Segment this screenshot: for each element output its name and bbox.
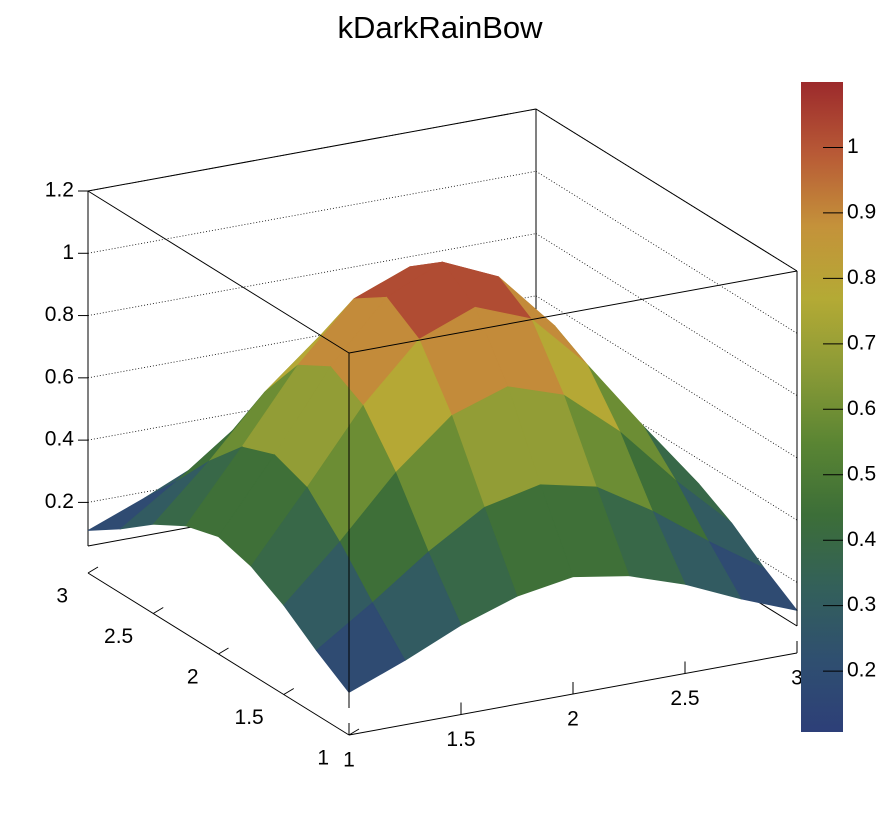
colorbar-tick-label: 0.8 bbox=[847, 266, 876, 289]
box-edge bbox=[87, 108, 537, 192]
colorbar-tick-label: 0.7 bbox=[847, 331, 876, 354]
grid-line bbox=[87, 295, 537, 379]
y-tick bbox=[218, 647, 229, 655]
x-tick-label: 1 bbox=[343, 749, 355, 772]
z-tick-label: 0.8 bbox=[45, 303, 74, 326]
z-tick-label: 0.6 bbox=[45, 365, 74, 388]
grid-line bbox=[87, 233, 537, 316]
z-tick-label: 1.2 bbox=[45, 179, 74, 202]
x-tick-label: 2.5 bbox=[670, 687, 699, 710]
x-tick-label: 1.5 bbox=[446, 728, 475, 751]
box-edge bbox=[348, 270, 798, 354]
grid-line bbox=[535, 170, 798, 334]
y-tick bbox=[348, 728, 360, 736]
grid-line bbox=[535, 233, 798, 396]
surface-cell bbox=[315, 602, 406, 693]
colorbar-tick-label: 0.9 bbox=[847, 200, 876, 223]
box-edge bbox=[87, 190, 350, 354]
x-tick-label: 2 bbox=[567, 708, 579, 731]
y-tick bbox=[87, 566, 99, 574]
grid-line bbox=[87, 357, 537, 441]
y-tick bbox=[152, 607, 164, 614]
z-tick-label: 1 bbox=[62, 241, 74, 264]
colorbar bbox=[801, 82, 843, 732]
y-tick-label: 1 bbox=[317, 747, 329, 770]
chart-title: kDarkRainBow bbox=[337, 10, 543, 45]
grid-line bbox=[535, 295, 798, 459]
colorbar-tick-label: 1 bbox=[847, 135, 859, 158]
y-tick-label: 3 bbox=[56, 585, 68, 608]
x-tick-label: 3 bbox=[791, 667, 803, 690]
y-tick bbox=[283, 688, 295, 695]
colorbar-tick-label: 0.4 bbox=[847, 528, 877, 551]
y-tick-label: 2.5 bbox=[104, 625, 133, 648]
grid-line bbox=[87, 170, 537, 254]
colorbar-tick-label: 0.5 bbox=[847, 462, 876, 485]
z-tick-label: 0.4 bbox=[45, 428, 75, 451]
colorbar-tick-label: 0.6 bbox=[847, 397, 876, 420]
colorbar-tick-label: 0.3 bbox=[847, 593, 876, 616]
box-edge bbox=[535, 108, 798, 272]
colorbar-tick-label: 0.2 bbox=[847, 659, 876, 682]
y-tick-label: 2 bbox=[187, 666, 199, 689]
y-tick-label: 1.5 bbox=[235, 706, 264, 729]
z-tick-label: 0.2 bbox=[45, 490, 74, 513]
